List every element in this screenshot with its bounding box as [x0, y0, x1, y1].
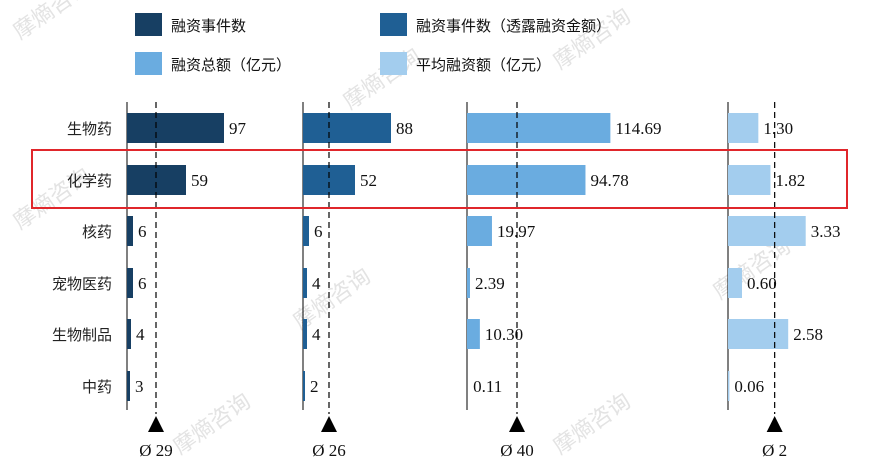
legend-swatch — [380, 13, 407, 36]
average-label: Ø 2 — [762, 441, 787, 460]
bar-value-label: 3.33 — [811, 222, 841, 241]
bar-value-label: 1.30 — [763, 119, 793, 138]
bar-value-label: 1.82 — [775, 171, 805, 190]
watermark-text: 摩熵咨询 — [549, 389, 635, 460]
bar — [303, 165, 355, 195]
legend-label: 融资总额（亿元） — [171, 56, 291, 74]
bar — [127, 216, 133, 246]
bar — [728, 113, 759, 143]
bar — [467, 216, 492, 246]
category-label: 中药 — [82, 378, 112, 396]
bar — [303, 113, 391, 143]
category-label: 生物药 — [67, 120, 112, 138]
bar-value-label: 2 — [310, 377, 319, 396]
bar — [127, 165, 186, 195]
panel: 114.69 94.78 19.97 2.39 10.30 0.11 Ø 40 — [466, 102, 661, 460]
bar-value-label: 4 — [312, 274, 321, 293]
bar-value-label: 6 — [314, 222, 323, 241]
watermark-text: 摩熵咨询 — [549, 4, 635, 75]
category-label: 化学药 — [67, 172, 112, 190]
watermark-text: 摩熵咨询 — [169, 389, 255, 460]
legend-label: 平均融资额（亿元） — [416, 56, 551, 74]
bar-value-label: 6 — [138, 222, 147, 241]
bar — [303, 216, 309, 246]
bar-value-label: 94.78 — [590, 171, 628, 190]
panel: 97 59 6 6 4 3 Ø 29 — [126, 102, 247, 460]
legend-swatch — [135, 13, 162, 36]
bar-value-label: 0.06 — [734, 377, 764, 396]
bar — [467, 319, 480, 349]
bar — [467, 165, 586, 195]
bar — [728, 165, 771, 195]
bar — [303, 319, 307, 349]
average-label: Ø 40 — [500, 441, 534, 460]
bar-value-label: 2.58 — [793, 325, 823, 344]
bar — [467, 113, 611, 143]
bar-value-label: 4 — [312, 325, 321, 344]
bar — [127, 319, 131, 349]
bar-value-label: 6 — [138, 274, 147, 293]
watermark-text: 摩熵咨询 — [9, 0, 95, 45]
average-marker — [766, 416, 783, 432]
bar-value-label: 4 — [136, 325, 145, 344]
category-label: 核药 — [82, 223, 112, 241]
bar — [467, 268, 470, 298]
bar-value-label: 97 — [229, 119, 247, 138]
average-marker — [148, 416, 164, 432]
bar — [127, 371, 130, 401]
legend-swatch — [135, 52, 162, 75]
bar — [127, 113, 224, 143]
average-marker — [509, 416, 525, 432]
bar-value-label: 114.69 — [615, 119, 661, 138]
average-marker — [321, 416, 337, 432]
bar — [127, 268, 133, 298]
legend-label: 融资事件数 — [171, 17, 246, 35]
highlight-box — [31, 149, 848, 209]
bar — [728, 371, 730, 401]
legend: 融资事件数 融资事件数（透露融资金额） 融资总额（亿元） 平均融资额（亿元） — [135, 13, 611, 75]
panel: 88 52 6 4 4 2 Ø 26 — [302, 102, 413, 460]
bar-value-label: 19.97 — [497, 222, 536, 241]
category-label: 生物制品 — [52, 326, 112, 344]
bar — [303, 268, 307, 298]
legend-swatch — [380, 52, 407, 75]
bar-value-label: 0.11 — [473, 377, 502, 396]
bar-value-label: 10.30 — [485, 325, 523, 344]
bar-value-label: 59 — [191, 171, 208, 190]
bar-value-label: 52 — [360, 171, 377, 190]
chart-panels: 97 59 6 6 4 3 Ø 29 88 52 6 4 4 2 Ø 26 114.69 94.78 19.97… — [126, 102, 841, 460]
bar-value-label: 88 — [396, 119, 413, 138]
panel: 1.30 1.82 3.33 0.60 2.58 0.06 Ø 2 — [727, 102, 841, 460]
average-label: Ø 26 — [312, 441, 346, 460]
legend-label: 融资事件数（透露融资金额） — [416, 17, 611, 35]
bar — [728, 216, 806, 246]
bar-value-label: 3 — [135, 377, 144, 396]
bar — [728, 268, 742, 298]
bar — [303, 371, 305, 401]
bar-value-label: 0.60 — [747, 274, 777, 293]
watermark-text: 摩熵咨询 — [289, 264, 375, 335]
average-label: Ø 29 — [139, 441, 173, 460]
bar — [728, 319, 789, 349]
bar-value-label: 2.39 — [475, 274, 505, 293]
category-label: 宠物医药 — [52, 275, 112, 293]
